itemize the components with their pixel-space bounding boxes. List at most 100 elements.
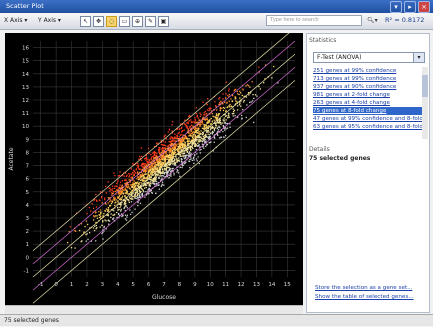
data-point	[135, 191, 137, 194]
data-point	[183, 137, 185, 139]
data-point	[136, 190, 139, 193]
data-point	[172, 163, 174, 165]
scatter-plot-area[interactable]: -1 0 1 2 3 4 5 6 7 8 9 10 11 12 13 14 15 -1 0 1 2 3 4 5 6 7 8 9 10 11…	[5, 27, 303, 305]
y-axis-dropdown[interactable]: Y Axis ▾	[38, 17, 61, 24]
show-table-link[interactable]: Show the table of selected genes...	[315, 294, 414, 300]
data-point	[194, 155, 196, 157]
data-point	[198, 137, 200, 139]
data-point	[221, 103, 223, 105]
data-point	[216, 131, 219, 133]
data-point	[151, 174, 153, 176]
data-point	[194, 129, 197, 131]
x-axis-dropdown[interactable]: X Axis ▾	[4, 17, 28, 24]
edit-icon[interactable]: ✎	[145, 16, 156, 27]
stat-item[interactable]: 63 genes at 95% confidence and 8-fold	[313, 124, 423, 130]
lasso-select-icon[interactable]: ◌	[106, 16, 117, 27]
data-point	[168, 164, 171, 166]
data-point	[184, 141, 186, 143]
data-point	[145, 156, 148, 158]
pointer-icon[interactable]: ↖	[80, 16, 91, 27]
data-point	[208, 131, 210, 133]
data-point	[120, 208, 122, 211]
data-point	[126, 182, 129, 184]
store-selection-link[interactable]: Store the selection as a gene set...	[315, 285, 413, 291]
data-point	[184, 142, 186, 144]
data-point	[95, 221, 97, 224]
data-point	[184, 145, 186, 147]
data-point	[181, 158, 183, 160]
data-point	[166, 175, 168, 178]
data-point	[171, 158, 173, 161]
stat-item[interactable]: 47 genes at 99% confidence and 8-fold ch…	[313, 116, 425, 122]
data-point	[187, 143, 189, 145]
data-point	[147, 161, 150, 164]
data-point	[89, 227, 91, 229]
data-point	[102, 231, 104, 234]
data-point	[259, 88, 262, 90]
data-point	[211, 110, 213, 112]
minimize-button[interactable]: ▾	[390, 1, 402, 13]
data-point	[217, 126, 219, 129]
data-point	[115, 193, 117, 195]
stat-item[interactable]: 937 genes at 90% confidence	[313, 84, 397, 90]
data-point	[195, 140, 197, 142]
data-point	[116, 196, 119, 198]
test-select[interactable]: F-Test (ANOVA) ▾	[313, 52, 425, 63]
data-point	[204, 142, 206, 144]
data-point	[187, 122, 189, 124]
data-point	[163, 155, 166, 157]
data-point	[83, 232, 85, 234]
data-point	[201, 141, 204, 143]
data-point	[100, 212, 102, 214]
side-panel: Statistics F-Test (ANOVA) ▾ 251 genes at…	[306, 33, 430, 313]
data-point	[148, 163, 150, 165]
stat-item[interactable]: 713 genes at 99% confidence	[313, 76, 397, 82]
restore-button[interactable]: ▸	[404, 1, 416, 13]
data-point	[218, 98, 220, 100]
data-point	[207, 122, 209, 124]
data-point	[125, 205, 128, 207]
magnifier-icon[interactable]: 🔍︎▾	[367, 17, 378, 24]
chevron-down-icon[interactable]: ▾	[413, 53, 424, 62]
stat-item[interactable]: 981 genes at 2-fold change	[313, 92, 390, 98]
pan-icon[interactable]: ✥	[93, 16, 104, 27]
data-point	[185, 154, 187, 156]
zoom-icon[interactable]: ⊕	[132, 16, 143, 27]
stat-item-selected[interactable]: 75 genes at 8-fold change	[313, 107, 425, 115]
data-point	[161, 150, 164, 152]
data-point	[127, 186, 129, 189]
rect-select-icon[interactable]: ▭	[119, 16, 130, 27]
data-point	[180, 155, 182, 157]
data-point	[170, 136, 172, 138]
data-point	[173, 147, 176, 150]
close-button[interactable]: ×	[418, 1, 430, 13]
export-icon[interactable]: ▣	[158, 16, 169, 27]
data-point	[143, 183, 146, 186]
data-point	[173, 147, 175, 149]
data-point	[170, 144, 173, 147]
data-point	[238, 104, 241, 106]
statistics-scrollbar[interactable]	[422, 67, 428, 139]
data-point	[74, 230, 77, 232]
data-point	[136, 171, 139, 173]
stat-item[interactable]: 251 genes at 99% confidence	[313, 68, 397, 74]
horizontal-scrollbar[interactable]	[5, 305, 303, 314]
data-point	[217, 114, 220, 117]
search-input[interactable]	[266, 15, 362, 26]
data-point	[191, 159, 194, 162]
data-point	[128, 193, 131, 195]
data-point	[123, 200, 125, 202]
data-point	[179, 175, 181, 178]
scatter-plot[interactable]: -1 0 1 2 3 4 5 6 7 8 9 10 11 12 13 14 15-101234567891011…	[5, 27, 303, 305]
data-point	[189, 133, 192, 135]
data-point	[151, 165, 153, 167]
data-point	[88, 232, 91, 234]
data-point	[145, 154, 148, 156]
data-point	[137, 178, 140, 181]
scroll-thumb[interactable]	[422, 75, 428, 97]
stat-item[interactable]: 263 genes at 4-fold change	[313, 100, 390, 106]
data-point	[134, 187, 137, 190]
data-point	[251, 100, 254, 102]
data-point	[219, 109, 222, 112]
data-point	[151, 167, 154, 169]
